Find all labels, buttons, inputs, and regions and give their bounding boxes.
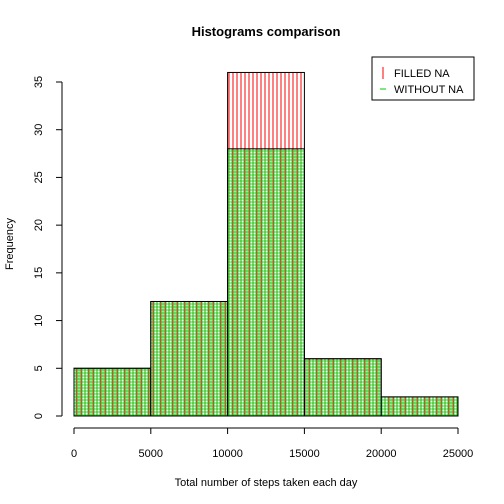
- x-tick-label: 5000: [139, 448, 163, 460]
- y-tick-label: 20: [33, 219, 45, 231]
- x-tick-label: 25000: [443, 448, 474, 460]
- x-axis: 0 5000 10000 15000 20000 25000: [71, 427, 474, 460]
- y-tick-label: 5: [33, 365, 45, 371]
- y-tick-label: 10: [33, 314, 45, 326]
- x-tick-label: 10000: [212, 448, 243, 460]
- bars-without-na: [73, 148, 459, 417]
- legend: FILLED NA WITHOUT NA: [371, 56, 475, 101]
- x-axis-label: Total number of steps taken each day: [175, 477, 358, 489]
- y-tick-label: 15: [33, 267, 45, 279]
- bar-without-na: [73, 367, 152, 417]
- x-tick-label: 20000: [366, 448, 397, 460]
- bar-without-na: [380, 396, 459, 417]
- y-tick-label: 35: [33, 76, 45, 88]
- chart-title: Histograms comparison: [192, 24, 341, 39]
- bar-without-na: [303, 358, 382, 417]
- x-tick-label: 15000: [289, 448, 320, 460]
- y-axis: 0 5 10 15 20 25 30 35: [33, 76, 63, 419]
- y-tick-label: 0: [33, 413, 45, 419]
- legend-label-without-na: WITHOUT NA: [394, 84, 464, 96]
- bar-without-na: [150, 300, 229, 417]
- y-tick-label: 30: [33, 124, 45, 136]
- legend-box: [371, 56, 475, 101]
- x-tick-label: 0: [71, 448, 77, 460]
- y-axis-label: Frequency: [4, 218, 16, 270]
- y-tick-label: 25: [33, 171, 45, 183]
- bar-without-na: [227, 148, 305, 417]
- legend-label-filled-na: FILLED NA: [394, 68, 450, 80]
